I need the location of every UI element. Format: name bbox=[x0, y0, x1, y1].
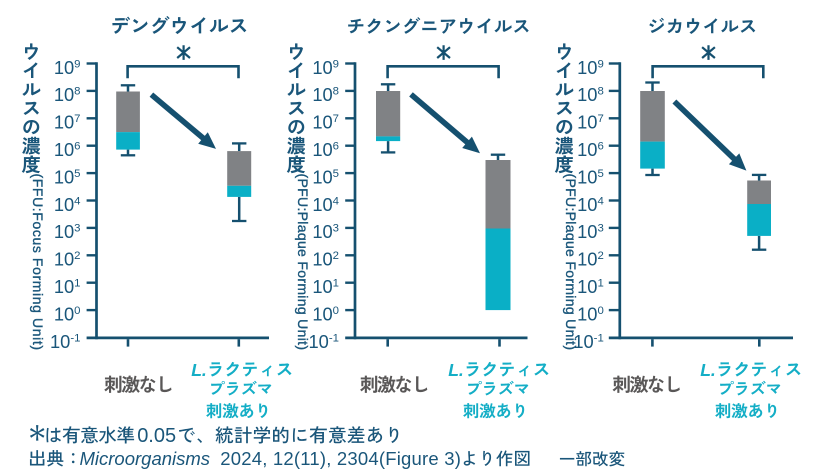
svg-text:106: 106 bbox=[312, 139, 339, 160]
svg-text:L.: L. bbox=[700, 360, 716, 380]
svg-text:104: 104 bbox=[54, 194, 81, 215]
svg-text:101: 101 bbox=[312, 276, 339, 297]
svg-text:L.: L. bbox=[448, 360, 464, 380]
svg-text:104: 104 bbox=[312, 194, 339, 215]
svg-text:102: 102 bbox=[312, 249, 339, 270]
svg-text:104: 104 bbox=[577, 194, 604, 215]
svg-text:(PFU:Plaque Forming Unit): (PFU:Plaque Forming Unit) bbox=[295, 174, 311, 351]
svg-text:100: 100 bbox=[312, 303, 339, 324]
svg-text:106: 106 bbox=[577, 139, 604, 160]
svg-text:100: 100 bbox=[577, 303, 604, 324]
svg-text:109: 109 bbox=[577, 57, 604, 78]
svg-text:105: 105 bbox=[312, 166, 339, 187]
svg-text:102: 102 bbox=[54, 249, 81, 270]
svg-text:(FFU:Focus Forming Unit): (FFU:Focus Forming Unit) bbox=[30, 174, 46, 351]
svg-text:Microorganisms: Microorganisms bbox=[80, 448, 211, 469]
svg-text:103: 103 bbox=[54, 221, 81, 242]
svg-text:108: 108 bbox=[312, 84, 339, 105]
svg-text:2024, 12(11), 2304(Figure 3): 2024, 12(11), 2304(Figure 3) bbox=[220, 448, 461, 469]
svg-text:0.05: 0.05 bbox=[137, 425, 176, 447]
svg-text:108: 108 bbox=[54, 84, 81, 105]
svg-text:100: 100 bbox=[54, 303, 81, 324]
svg-text:107: 107 bbox=[577, 112, 604, 133]
svg-text:101: 101 bbox=[577, 276, 604, 297]
svg-text:L.: L. bbox=[191, 360, 207, 380]
svg-text:105: 105 bbox=[54, 166, 81, 187]
svg-text:109: 109 bbox=[54, 57, 81, 78]
svg-text:103: 103 bbox=[577, 221, 604, 242]
svg-text:109: 109 bbox=[312, 57, 339, 78]
svg-text:102: 102 bbox=[577, 249, 604, 270]
svg-text:106: 106 bbox=[54, 139, 81, 160]
svg-text:103: 103 bbox=[312, 221, 339, 242]
svg-text:107: 107 bbox=[54, 112, 81, 133]
svg-text:107: 107 bbox=[312, 112, 339, 133]
svg-text:101: 101 bbox=[54, 276, 81, 297]
svg-text:105: 105 bbox=[577, 166, 604, 187]
svg-text:(PFU:Plaque Forming Unit): (PFU:Plaque Forming Unit) bbox=[563, 174, 579, 351]
svg-text:108: 108 bbox=[577, 84, 604, 105]
